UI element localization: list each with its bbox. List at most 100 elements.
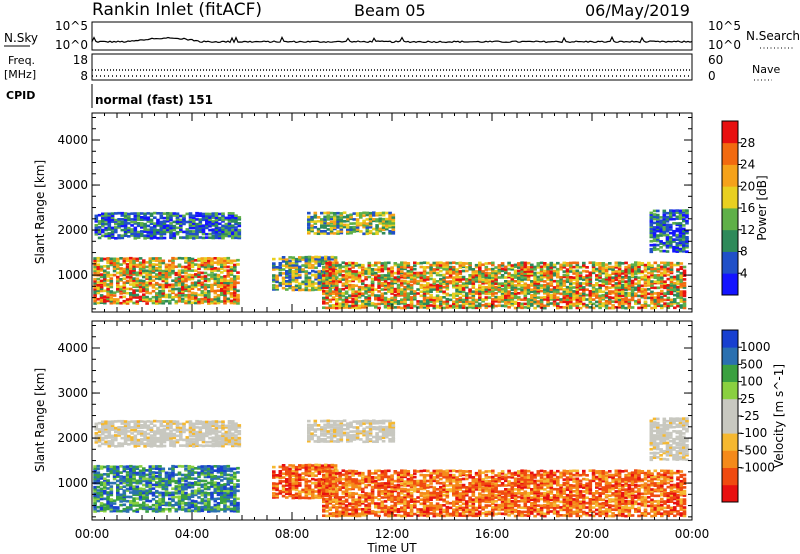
range-cell bbox=[145, 489, 149, 493]
range-cell bbox=[203, 267, 208, 271]
range-cell bbox=[342, 215, 347, 219]
range-cell bbox=[237, 228, 242, 232]
range-cell bbox=[608, 297, 612, 301]
range-cell bbox=[133, 230, 138, 233]
range-cell bbox=[344, 266, 349, 269]
range-cell bbox=[465, 294, 469, 297]
range-cell bbox=[595, 294, 599, 297]
range-cell bbox=[171, 259, 175, 262]
range-cell bbox=[172, 432, 177, 436]
range-cell bbox=[145, 275, 149, 279]
range-cell bbox=[132, 289, 136, 292]
range-cell bbox=[132, 291, 136, 295]
range-cell bbox=[604, 274, 609, 277]
range-cell bbox=[562, 289, 567, 293]
range-cell bbox=[125, 257, 130, 260]
range-cell bbox=[93, 487, 97, 491]
range-cell bbox=[149, 420, 154, 424]
range-cell bbox=[530, 273, 534, 277]
range-cell bbox=[120, 430, 125, 434]
range-cell bbox=[445, 286, 450, 289]
range-cell bbox=[426, 285, 430, 289]
range-cell bbox=[288, 262, 292, 265]
range-cell bbox=[172, 236, 177, 240]
range-cell bbox=[676, 261, 680, 265]
range-cell bbox=[192, 442, 196, 446]
range-cell bbox=[184, 495, 188, 499]
range-cell bbox=[187, 497, 192, 501]
range-cell bbox=[523, 265, 528, 269]
power-data bbox=[93, 209, 689, 310]
range-cell bbox=[621, 298, 625, 301]
range-cell bbox=[322, 280, 326, 283]
range-cell bbox=[523, 284, 528, 287]
range-cell bbox=[132, 479, 136, 482]
range-cell bbox=[136, 442, 141, 446]
range-cell bbox=[679, 280, 684, 283]
range-cell bbox=[103, 479, 107, 482]
range-cell bbox=[510, 285, 515, 289]
range-cell bbox=[142, 261, 146, 264]
range-cell bbox=[682, 269, 687, 273]
range-cell bbox=[652, 229, 657, 233]
range-cell bbox=[391, 219, 396, 223]
range-cell bbox=[324, 257, 328, 261]
range-cell bbox=[578, 274, 583, 278]
range-cell bbox=[107, 226, 112, 230]
range-cell bbox=[158, 508, 162, 511]
range-cell bbox=[588, 290, 593, 293]
range-cell bbox=[103, 295, 107, 299]
range-cell bbox=[669, 304, 674, 307]
range-cell bbox=[181, 498, 185, 501]
range-cell bbox=[458, 264, 463, 267]
range-cell bbox=[177, 294, 182, 297]
range-cell bbox=[585, 298, 589, 301]
range-cell bbox=[685, 215, 689, 219]
range-cell bbox=[672, 245, 676, 249]
range-cell bbox=[364, 302, 368, 306]
range-cell bbox=[575, 290, 580, 293]
range-cell bbox=[575, 261, 580, 265]
range-cell bbox=[135, 493, 140, 497]
range-cell bbox=[439, 286, 443, 289]
range-cell bbox=[468, 282, 472, 285]
range-cell bbox=[207, 273, 211, 277]
range-cell bbox=[383, 288, 388, 291]
range-cell bbox=[201, 232, 206, 236]
range-cell bbox=[190, 483, 195, 487]
range-cell bbox=[659, 230, 663, 233]
range-cell bbox=[455, 272, 459, 275]
range-cell bbox=[387, 284, 391, 287]
range-cell bbox=[660, 304, 664, 308]
range-cell bbox=[380, 275, 385, 279]
range-cell bbox=[201, 426, 206, 430]
range-cell bbox=[229, 299, 234, 303]
range-cell bbox=[380, 293, 385, 297]
range-cell bbox=[331, 284, 336, 287]
range-cell bbox=[146, 218, 151, 221]
range-cell bbox=[595, 267, 599, 271]
range-cell bbox=[158, 298, 162, 301]
range-cell bbox=[669, 225, 673, 229]
range-cell bbox=[192, 440, 196, 444]
range-cell bbox=[585, 288, 589, 292]
range-cell bbox=[432, 264, 437, 267]
range-cell bbox=[368, 215, 373, 219]
range-cell bbox=[272, 286, 276, 290]
range-cell bbox=[569, 267, 573, 271]
range-cell bbox=[510, 277, 515, 281]
range-cell bbox=[487, 304, 492, 308]
range-cell bbox=[311, 259, 315, 263]
range-cell bbox=[484, 302, 489, 306]
range-cell bbox=[403, 290, 407, 293]
range-cell bbox=[142, 467, 146, 470]
range-cell bbox=[119, 273, 123, 277]
range-cell bbox=[419, 304, 424, 307]
range-cell bbox=[197, 273, 201, 276]
range-cell bbox=[660, 292, 664, 296]
range-cell bbox=[679, 281, 684, 285]
range-cell bbox=[175, 218, 180, 221]
range-cell bbox=[520, 278, 524, 281]
range-cell bbox=[367, 285, 372, 289]
colorbar-tick-label: 20 bbox=[740, 179, 755, 193]
